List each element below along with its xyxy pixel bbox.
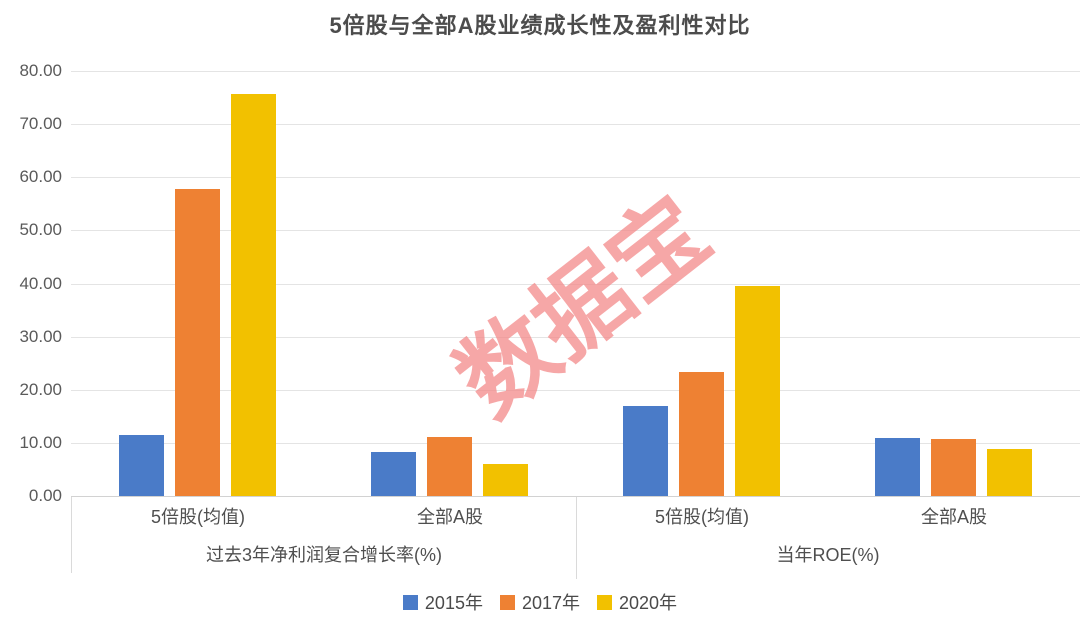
legend-label: 2015年 (424, 593, 483, 613)
group-label-row: 过去3年净利润复合增长率(%) 当年ROE(%) (72, 535, 1080, 573)
bar-group (71, 71, 576, 496)
bar-2017年 (174, 189, 220, 496)
bar-2017年 (679, 372, 725, 496)
gridline (71, 124, 1080, 126)
legend-item-2020: 2020年 (597, 589, 677, 615)
bar-subgroup (828, 71, 1080, 496)
category-label: 全部A股 (920, 507, 987, 527)
gridline (71, 389, 1080, 391)
chart-title: 5倍股与全部A股业绩成长性及盈利性对比 (329, 13, 751, 38)
bar-2017年 (931, 439, 977, 496)
bar-2015年 (875, 438, 921, 496)
y-tick-label: 40.00 (19, 273, 62, 293)
group-label: 过去3年净利润复合增长率(%) (205, 545, 442, 565)
y-tick-label: 80.00 (19, 61, 62, 80)
gridline (71, 283, 1080, 285)
bar-2020年 (230, 94, 276, 496)
bar-2017年 (426, 436, 472, 496)
y-tick-label: 20.00 (19, 379, 62, 399)
legend-item-2017: 2017年 (499, 589, 581, 615)
y-tick-label: 70.00 (19, 114, 62, 134)
y-tick-label: 30.00 (19, 326, 62, 346)
y-axis: 0.00 10.00 20.00 30.00 40.00 50.00 60.00 70.00 8… (0, 62, 62, 505)
category-label: 5倍股(均值) (655, 507, 749, 527)
legend-swatch-icon (499, 594, 515, 610)
y-tick-label: 60.00 (19, 167, 62, 187)
category-label: 全部A股 (416, 507, 483, 527)
group-divider-line (576, 497, 577, 579)
gridline (71, 230, 1080, 232)
x-axis-labels: 5倍股(均值) 全部A股 5倍股(均值) 全部A股 过去3年净利润复合增长率(%… (71, 497, 1080, 579)
legend-label: 2017年 (521, 593, 581, 613)
bar-subgroup (576, 71, 828, 496)
bar-2015年 (118, 434, 164, 496)
legend-swatch-icon (597, 594, 613, 610)
legend-item-2015: 2015年 (402, 589, 483, 615)
category-label: 5倍股(均值) (151, 507, 245, 527)
y-tick-label: 50.00 (19, 220, 62, 240)
gridline (71, 442, 1080, 444)
y-tick-label: 10.00 (19, 432, 62, 452)
bar-2015年 (623, 405, 669, 496)
legend-label: 2020年 (619, 593, 678, 613)
legend-swatch-icon (402, 594, 418, 610)
gridline (71, 71, 1080, 72)
bars-layer (71, 71, 1080, 496)
gridline (71, 336, 1080, 338)
bar-subgroup (71, 71, 323, 496)
gridline (71, 177, 1080, 179)
bar-subgroup (323, 71, 575, 496)
bar-2020年 (482, 464, 528, 496)
bar-group (576, 71, 1080, 496)
legend: 2015年 2017年 2020年 (0, 589, 1080, 615)
bar-2020年 (987, 448, 1033, 496)
plot-area: 数据宝 (71, 71, 1080, 497)
bar-2015年 (370, 452, 416, 496)
y-tick-label: 0.00 (28, 486, 62, 505)
bar-2020年 (735, 286, 781, 496)
category-label-row: 5倍股(均值) 全部A股 5倍股(均值) 全部A股 (72, 497, 1080, 535)
group-label: 当年ROE(%) (776, 545, 880, 565)
